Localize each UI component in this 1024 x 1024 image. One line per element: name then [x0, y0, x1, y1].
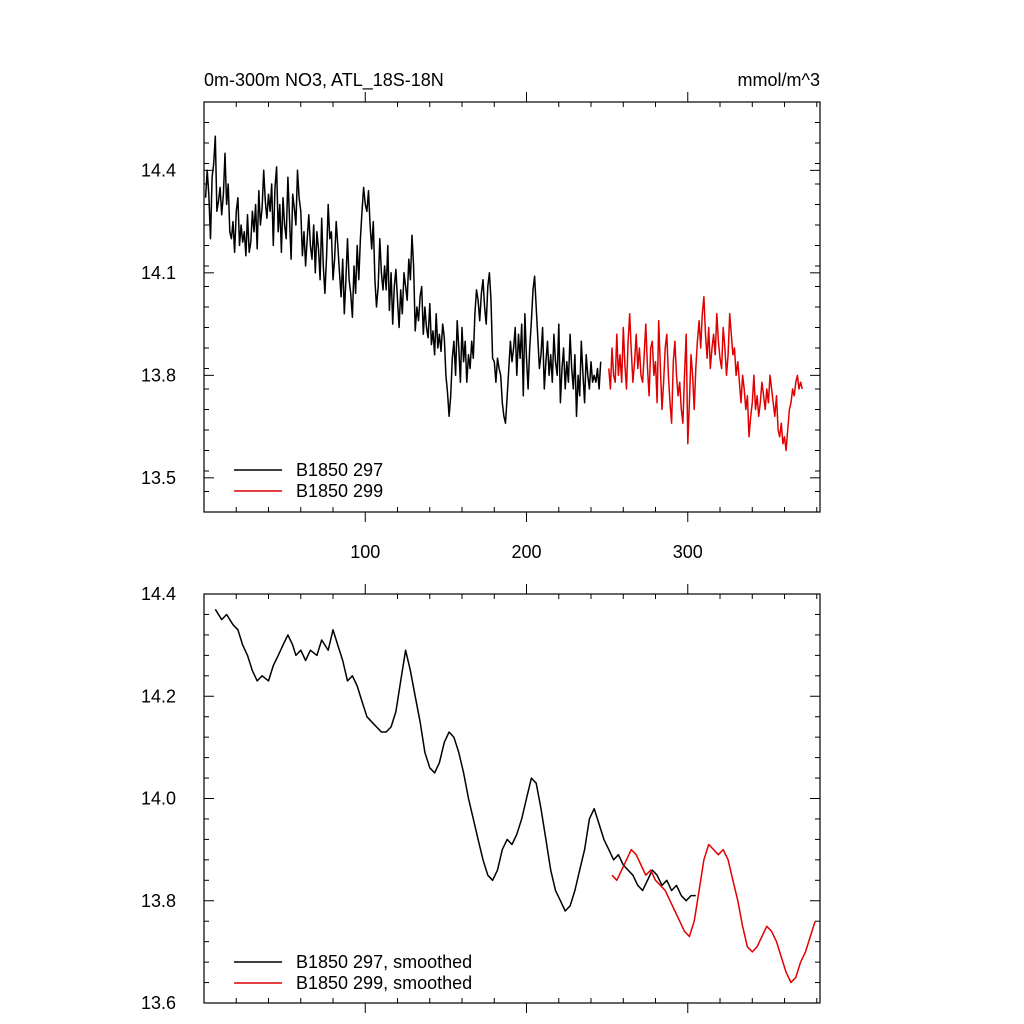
bottom-panel-frame [203, 593, 821, 1004]
xtick-label: 100 [350, 542, 380, 562]
bottom-panel-legend: B1850 297, smoothed B1850 299, smoothed [234, 952, 472, 993]
ytick-label: 13.8 [141, 891, 176, 911]
legend-label: B1850 297, smoothed [296, 952, 472, 972]
series-line-black [214, 608, 696, 912]
series-line-red [611, 843, 816, 984]
xtick-label: 300 [673, 542, 703, 562]
ytick-label: 13.5 [141, 468, 176, 488]
units-label: mmol/m^3 [738, 70, 820, 90]
top-panel-ytick-labels: 13.5 13.8 14.1 14.4 [141, 160, 176, 488]
ytick-label: 14.1 [141, 263, 176, 283]
series-line-red [608, 296, 804, 452]
series-line-black [204, 135, 602, 424]
bottom-panel-ticks [204, 584, 820, 1013]
bottom-panel: 13.6 13.8 14.0 14.2 14.4 B1850 297, smoo… [141, 584, 821, 1013]
ytick-label: 14.4 [141, 160, 176, 180]
xtick-label: 200 [511, 542, 541, 562]
bottom-panel-lines [214, 608, 816, 984]
top-panel-frame [203, 101, 821, 513]
ytick-label: 14.2 [141, 686, 176, 706]
ytick-label: 13.8 [141, 365, 176, 385]
top-panel-xtick-labels: 100 200 300 [350, 542, 703, 562]
top-panel-lines [204, 135, 804, 452]
legend-label: B1850 299 [296, 481, 383, 501]
legend-label: B1850 299, smoothed [296, 973, 472, 993]
top-panel-legend: B1850 297 B1850 299 [234, 460, 383, 501]
ytick-label: 14.0 [141, 789, 176, 809]
top-panel-ticks [204, 92, 820, 522]
bottom-panel-ytick-labels: 13.6 13.8 14.0 14.2 14.4 [141, 584, 176, 1013]
top-panel-title: 0m-300m NO3, ATL_18S-18N [204, 70, 444, 91]
top-panel: 0m-300m NO3, ATL_18S-18N mmol/m^3 13.5 1… [141, 70, 821, 562]
ytick-label: 14.4 [141, 584, 176, 604]
ytick-label: 13.6 [141, 993, 176, 1013]
legend-label: B1850 297 [296, 460, 383, 480]
